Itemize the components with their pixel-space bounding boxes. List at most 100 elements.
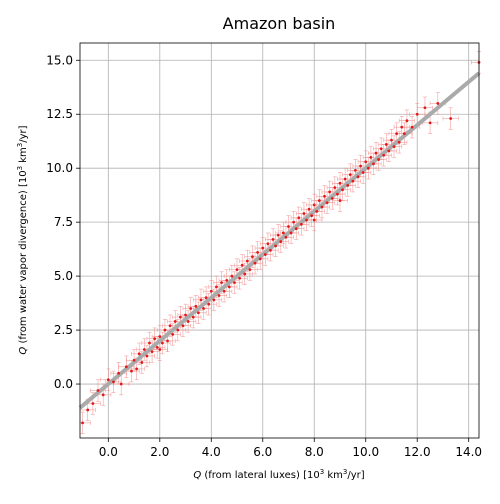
data-point <box>449 117 453 120</box>
data-point <box>112 380 115 384</box>
data-point <box>423 106 427 110</box>
data-point <box>153 337 157 341</box>
data-point <box>269 248 272 252</box>
data-point <box>148 341 151 345</box>
data-point <box>305 218 308 222</box>
x-axis-label-tail: /yr] <box>347 470 364 481</box>
data-point <box>225 279 229 282</box>
data-point <box>222 289 226 293</box>
data-point <box>387 149 391 153</box>
data-point <box>294 227 298 231</box>
data-point <box>436 102 440 105</box>
data-point <box>343 177 347 181</box>
chart-title: Amazon basin <box>223 14 336 33</box>
data-point <box>207 302 211 306</box>
data-point <box>212 298 216 302</box>
data-points <box>81 61 481 425</box>
x-tick-label: 4.0 <box>202 445 221 459</box>
data-point <box>328 190 332 194</box>
data-point <box>248 268 252 272</box>
y-tick-label: 12.5 <box>46 107 73 121</box>
data-point <box>204 296 208 300</box>
data-point <box>189 307 193 310</box>
data-point <box>336 192 339 196</box>
data-point <box>199 298 203 302</box>
x-tick-label: 0.0 <box>99 445 118 459</box>
data-point <box>299 222 303 226</box>
data-point <box>410 125 414 129</box>
data-point <box>276 233 280 237</box>
x-axis-ticks: 0.0 2.0 4.0 6.0 8.0 10.0 12.0 14.0 <box>99 438 482 459</box>
data-point <box>150 350 154 354</box>
data-point <box>405 119 409 123</box>
y-axis-label-sup2: 3 <box>16 143 24 147</box>
data-point <box>258 257 262 261</box>
data-point <box>341 188 344 192</box>
data-point <box>243 272 247 276</box>
axes-frame <box>79 42 480 439</box>
x-tick-label: 6.0 <box>253 445 272 459</box>
data-point <box>155 345 159 349</box>
data-point <box>364 160 368 164</box>
data-point <box>191 315 195 319</box>
data-point <box>369 155 373 159</box>
data-point <box>197 311 200 315</box>
data-point <box>354 168 357 172</box>
data-point <box>256 250 260 254</box>
data-point <box>284 235 288 239</box>
data-point <box>240 263 244 267</box>
data-point <box>397 140 401 144</box>
data-point <box>140 361 144 364</box>
data-point <box>209 289 213 293</box>
data-point <box>400 125 404 129</box>
data-point <box>163 328 167 332</box>
data-point <box>271 238 275 241</box>
data-point <box>186 320 190 323</box>
x-tick-label: 10.0 <box>352 445 379 459</box>
y-axis-ticks: 0.0 2.5 5.0 7.5 10.0 12.5 15.0 <box>46 53 80 391</box>
data-point <box>176 328 180 332</box>
data-point <box>106 378 110 382</box>
data-point <box>351 179 355 183</box>
data-point <box>315 209 319 213</box>
data-point <box>261 246 265 250</box>
data-point <box>366 166 370 170</box>
y-axis-label-var: Q <box>18 347 29 355</box>
data-point <box>96 389 100 392</box>
data-point <box>251 255 254 259</box>
y-tick-label: 0.0 <box>54 377 73 391</box>
data-point <box>377 158 381 161</box>
data-point <box>137 352 141 356</box>
fit-line <box>78 71 481 410</box>
data-point <box>230 274 234 278</box>
data-point <box>287 225 290 228</box>
x-axis-label-unit: km <box>324 470 343 481</box>
data-point <box>91 402 95 405</box>
data-point <box>215 285 218 289</box>
x-axis-label-sup: 3 <box>320 468 324 476</box>
data-point <box>281 231 285 235</box>
data-point <box>390 138 393 142</box>
data-point <box>333 186 337 190</box>
y-axis-label-tail: /yr] <box>18 125 29 142</box>
data-point <box>266 242 270 246</box>
data-point <box>318 199 321 202</box>
data-point <box>302 212 306 215</box>
data-point <box>124 365 128 369</box>
y-tick-label: 15.0 <box>46 53 73 67</box>
data-point <box>233 281 236 284</box>
data-point <box>307 207 311 211</box>
y-tick-label: 5.0 <box>54 269 73 283</box>
data-point <box>325 201 329 205</box>
y-axis-label-unit: km <box>18 147 29 166</box>
data-point <box>348 173 352 177</box>
data-point <box>166 339 169 343</box>
data-point <box>292 220 296 224</box>
y-axis-label: Q (from water vapor divergence) [103 km3… <box>16 125 29 354</box>
y-axis-label-sup: 3 <box>16 166 24 170</box>
x-axis-label-text: (from lateral luxes) [10 <box>201 470 320 481</box>
data-point <box>356 175 360 179</box>
